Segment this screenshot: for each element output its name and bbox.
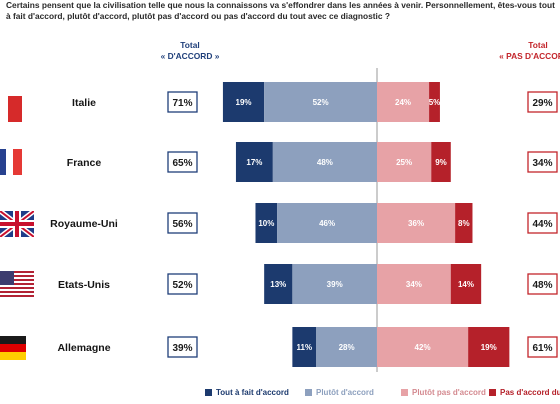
bar-segment (222, 82, 265, 122)
bar-segment (455, 203, 473, 243)
bar-segment (377, 327, 469, 367)
total-pas-accord-value: 34% (532, 158, 552, 169)
legend-swatch (305, 389, 312, 396)
bar-value-label: 48% (317, 158, 333, 167)
bar-value-label: 5% (429, 98, 441, 107)
legend-item: Plutôt d'accord (305, 388, 374, 397)
bar-value-label: 52% (313, 98, 329, 107)
country-label: Allemagne (57, 342, 110, 354)
chart-legend: Tout à fait d'accord Plutôt d'accord Plutô… (205, 388, 560, 402)
bar-value-label: 19% (481, 343, 497, 352)
bar-value-label: 8% (458, 219, 470, 228)
legend-label: Pas d'accord du tout (500, 388, 560, 397)
survey-question: Certains pensent que la civilisation tel… (6, 0, 555, 21)
total-pas-accord-value: 29% (532, 98, 552, 109)
bar-segment (431, 142, 451, 182)
bar-value-label: 39% (327, 280, 343, 289)
bar-value-label: 46% (319, 219, 335, 228)
bar-value-label: 28% (339, 343, 355, 352)
bar-value-label: 14% (458, 280, 474, 289)
bar-segment (292, 327, 317, 367)
total-pas-accord-box (527, 273, 558, 295)
bar-segment (292, 264, 377, 304)
total-pas-accord-header-line2: « PAS D'ACCORD » (499, 51, 560, 61)
bar-value-label: 25% (396, 158, 412, 167)
legend-item: Tout à fait d'accord (205, 388, 289, 397)
total-accord-header: Total « D'ACCORD » (150, 40, 230, 62)
total-accord-box (167, 273, 198, 295)
bar-segment (377, 264, 451, 304)
total-accord-box (167, 336, 198, 358)
bar-segment (272, 142, 377, 182)
total-accord-value: 71% (172, 98, 192, 109)
legend-label: Plutôt pas d'accord (412, 388, 486, 397)
bar-segment (377, 142, 432, 182)
bar-segment (377, 82, 430, 122)
bar-value-label: 19% (236, 98, 252, 107)
total-accord-header-line2: « D'ACCORD » (160, 51, 220, 61)
italy-flag-icon (0, 96, 22, 122)
bar-value-label: 17% (246, 158, 262, 167)
total-pas-accord-header-line1: Total (528, 40, 548, 50)
uk-flag-icon (0, 211, 34, 237)
legend-item: Plutôt pas d'accord (401, 388, 486, 397)
bar-value-label: 24% (395, 98, 411, 107)
total-accord-value: 56% (172, 219, 192, 230)
total-accord-value: 52% (172, 280, 192, 291)
total-pas-accord-box (527, 212, 558, 234)
total-pas-accord-box (527, 336, 558, 358)
legend-label: Tout à fait d'accord (216, 388, 289, 397)
total-pas-accord-box (527, 91, 558, 113)
total-accord-box (167, 151, 198, 173)
legend-item: Pas d'accord du tout (489, 388, 560, 397)
bar-segment (377, 203, 456, 243)
total-accord-value: 39% (172, 343, 192, 354)
total-accord-value: 65% (172, 158, 192, 169)
bar-segment (450, 264, 482, 304)
bar-segment (429, 82, 440, 122)
bar-segment (264, 264, 293, 304)
bar-value-label: 34% (406, 280, 422, 289)
country-label: Etats-Unis (58, 279, 110, 291)
bar-segment (468, 327, 510, 367)
france-flag-icon (0, 149, 22, 175)
bar-value-label: 10% (258, 219, 274, 228)
legend-swatch (205, 389, 212, 396)
bar-segment (277, 203, 377, 243)
total-pas-accord-value: 44% (532, 219, 552, 230)
germany-flag-icon (0, 336, 26, 360)
bar-value-label: 11% (297, 343, 313, 352)
country-label: France (67, 157, 102, 169)
total-accord-box (167, 212, 198, 234)
bar-value-label: 9% (435, 158, 447, 167)
bar-segment (316, 327, 377, 367)
bar-segment (255, 203, 278, 243)
country-label: Italie (72, 97, 96, 109)
total-accord-header-line1: Total (180, 40, 200, 50)
legend-swatch (401, 389, 408, 396)
bar-value-label: 42% (415, 343, 431, 352)
total-pas-accord-value: 61% (532, 343, 552, 354)
total-pas-accord-box (527, 151, 558, 173)
legend-label: Plutôt d'accord (316, 388, 374, 397)
bar-value-label: 36% (408, 219, 424, 228)
legend-swatch (489, 389, 496, 396)
bar-value-label: 13% (270, 280, 286, 289)
total-accord-box (167, 91, 198, 113)
usa-flag-icon (0, 271, 34, 297)
total-pas-accord-header: Total « PAS D'ACCORD » (478, 40, 560, 62)
total-pas-accord-value: 48% (532, 280, 552, 291)
bar-segment (235, 142, 273, 182)
country-label: Royaume-Uni (50, 218, 118, 230)
bar-segment (264, 82, 377, 122)
